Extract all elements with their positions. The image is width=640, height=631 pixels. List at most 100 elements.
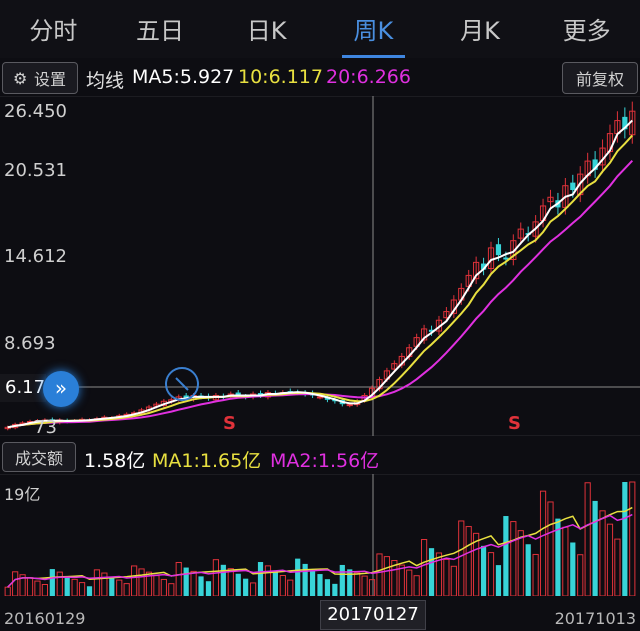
volume-bar xyxy=(458,520,465,596)
volume-bar xyxy=(383,556,391,596)
candle xyxy=(391,363,398,370)
volume-bar xyxy=(539,490,547,596)
volume-bar xyxy=(235,573,241,596)
volume-max-label: 19亿 xyxy=(4,485,41,504)
volume-bar xyxy=(376,553,383,596)
volume-ma1: MA1:1.65亿 xyxy=(152,450,262,472)
expand-button[interactable]: » xyxy=(43,371,79,407)
volume-bar xyxy=(428,548,435,596)
candle xyxy=(517,228,524,239)
cursor-price-label: 6.17 xyxy=(0,374,46,402)
volume-bar xyxy=(577,554,584,596)
ma-legend-row: ⚙ 设置 均线 MA5:5.927 10:6.117 20:6.266 前复权 xyxy=(0,62,640,94)
ma10-line xyxy=(7,134,634,429)
volume-bar xyxy=(243,578,249,596)
tab-intraday[interactable]: 分时 xyxy=(29,17,78,45)
volume-bar xyxy=(510,521,517,596)
volume-bar xyxy=(473,532,480,596)
volume-bar xyxy=(131,565,138,596)
candle xyxy=(443,311,450,319)
volume-bar xyxy=(391,560,398,596)
volume-bar xyxy=(361,575,368,596)
volume-bar xyxy=(614,538,621,596)
volume-bar xyxy=(205,581,212,596)
volume-bar xyxy=(34,580,41,596)
tab-weekly-k[interactable]: 周K xyxy=(320,0,427,58)
volume-value: 1.58亿 xyxy=(84,450,146,472)
volume-bar xyxy=(12,571,19,596)
volume-bar xyxy=(56,571,63,596)
volume-bar xyxy=(86,586,93,596)
volume-bar xyxy=(279,575,286,596)
volume-bar xyxy=(532,553,539,596)
volume-bar xyxy=(332,583,338,596)
ma5-value: MA5:5.927 xyxy=(132,66,235,88)
date-end: 20171013 xyxy=(554,609,636,628)
volume-bar xyxy=(101,572,108,596)
sell-signal-2: S xyxy=(508,413,521,434)
candle xyxy=(480,263,487,270)
volume-legend-row: 成交额 1.58亿 MA1:1.65亿 MA2:1.56亿 xyxy=(0,440,640,474)
volume-bar xyxy=(435,552,443,596)
volume-bar xyxy=(347,569,353,596)
candle xyxy=(532,221,539,237)
candle xyxy=(428,329,435,332)
volume-bar xyxy=(138,568,145,596)
volume-bar xyxy=(287,579,294,596)
volume-bar xyxy=(249,582,257,596)
candle xyxy=(183,395,189,399)
volume-bar xyxy=(19,574,26,596)
volume-bar xyxy=(175,562,182,596)
volume-bar xyxy=(517,530,524,596)
volume-bar xyxy=(398,564,405,596)
volume-bar xyxy=(443,558,450,596)
volume-bar xyxy=(599,510,606,596)
volume-bar xyxy=(368,579,376,596)
settings-button[interactable]: ⚙ 设置 xyxy=(2,62,78,94)
candle xyxy=(592,159,598,170)
candle xyxy=(235,392,241,396)
ma5-line xyxy=(7,119,634,429)
volume-bar xyxy=(26,577,34,596)
volume-bar xyxy=(317,574,323,596)
ma20-value: 20:6.266 xyxy=(326,66,411,88)
tab-five-day[interactable]: 五日 xyxy=(136,17,184,45)
tab-monthly-k[interactable]: 月K xyxy=(460,17,500,45)
candle xyxy=(503,257,509,260)
volume-bar xyxy=(272,571,278,596)
volume-bar xyxy=(354,572,361,596)
adjust-mode-button[interactable]: 前复权 xyxy=(562,62,638,94)
volume-bar xyxy=(41,583,48,596)
zoom-handle-icon xyxy=(165,367,199,401)
tab-more[interactable]: 更多 xyxy=(562,17,611,45)
volume-bar xyxy=(570,542,576,596)
volume-type-button[interactable]: 成交额 xyxy=(2,442,76,472)
period-tabs: 分时 五日 日K 周K 月K 更多 xyxy=(0,0,640,58)
volume-bar xyxy=(257,562,264,596)
candle xyxy=(495,244,502,256)
volume-bar xyxy=(622,482,628,596)
settings-label: 设置 xyxy=(33,70,66,89)
candle xyxy=(346,404,353,407)
price-tick-1: 26.450 xyxy=(4,101,67,122)
volume-bar xyxy=(227,568,234,596)
candle xyxy=(547,196,554,203)
volume-bar xyxy=(606,523,614,596)
volume-bar xyxy=(503,516,509,596)
tab-daily-k[interactable]: 日K xyxy=(246,17,287,45)
date-cursor: 20170127 xyxy=(320,600,426,630)
volume-chart[interactable] xyxy=(0,474,640,596)
volume-bar xyxy=(413,575,420,596)
volume-bar xyxy=(547,501,554,596)
volume-bar xyxy=(302,563,308,596)
price-tick-4: 8.693 xyxy=(4,333,56,354)
volume-bar xyxy=(64,576,70,596)
gear-icon: ⚙ xyxy=(13,69,28,88)
volume-ma2: MA2:1.56亿 xyxy=(270,450,380,472)
volume-bar xyxy=(584,482,591,596)
candlestick-chart[interactable] xyxy=(0,96,640,436)
volume-bar xyxy=(264,565,272,596)
volume-bar xyxy=(592,500,598,596)
candle xyxy=(257,393,264,396)
volume-bar xyxy=(190,570,197,596)
